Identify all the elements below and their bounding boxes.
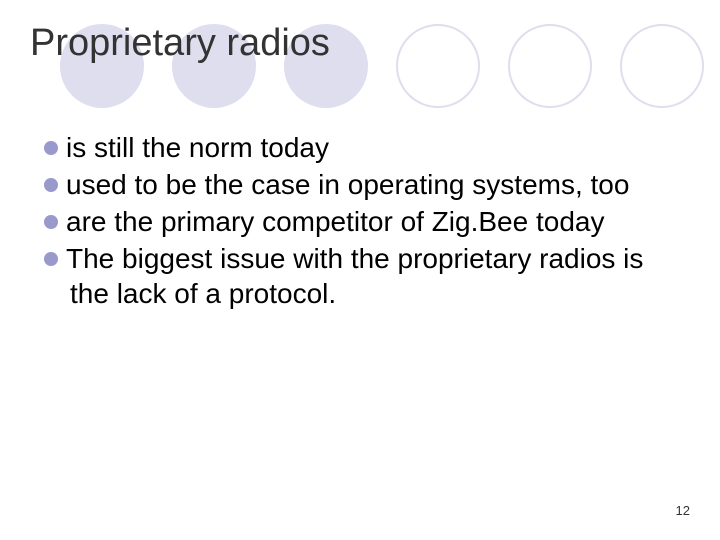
bullet-list: is still the norm today used to be the ca… bbox=[44, 130, 670, 313]
decor-circle bbox=[508, 24, 592, 108]
bullet-text: used to be the case in operating systems… bbox=[66, 169, 629, 200]
bullet-item: is still the norm today bbox=[44, 130, 670, 165]
bullet-item: The biggest issue with the proprietary r… bbox=[44, 241, 670, 311]
bullet-item: used to be the case in operating systems… bbox=[44, 167, 670, 202]
bullet-dot-icon bbox=[44, 141, 58, 155]
decor-circle bbox=[396, 24, 480, 108]
bullet-dot-icon bbox=[44, 178, 58, 192]
bullet-text: The biggest issue with the proprietary r… bbox=[66, 243, 643, 309]
bullet-text: is still the norm today bbox=[66, 132, 329, 163]
bullet-item: are the primary competitor of Zig.Bee to… bbox=[44, 204, 670, 239]
bullet-dot-icon bbox=[44, 252, 58, 266]
slide-title: Proprietary radios bbox=[30, 22, 330, 65]
bullet-text: are the primary competitor of Zig.Bee to… bbox=[66, 206, 604, 237]
decor-circle bbox=[620, 24, 704, 108]
page-number: 12 bbox=[676, 503, 690, 518]
bullet-dot-icon bbox=[44, 215, 58, 229]
